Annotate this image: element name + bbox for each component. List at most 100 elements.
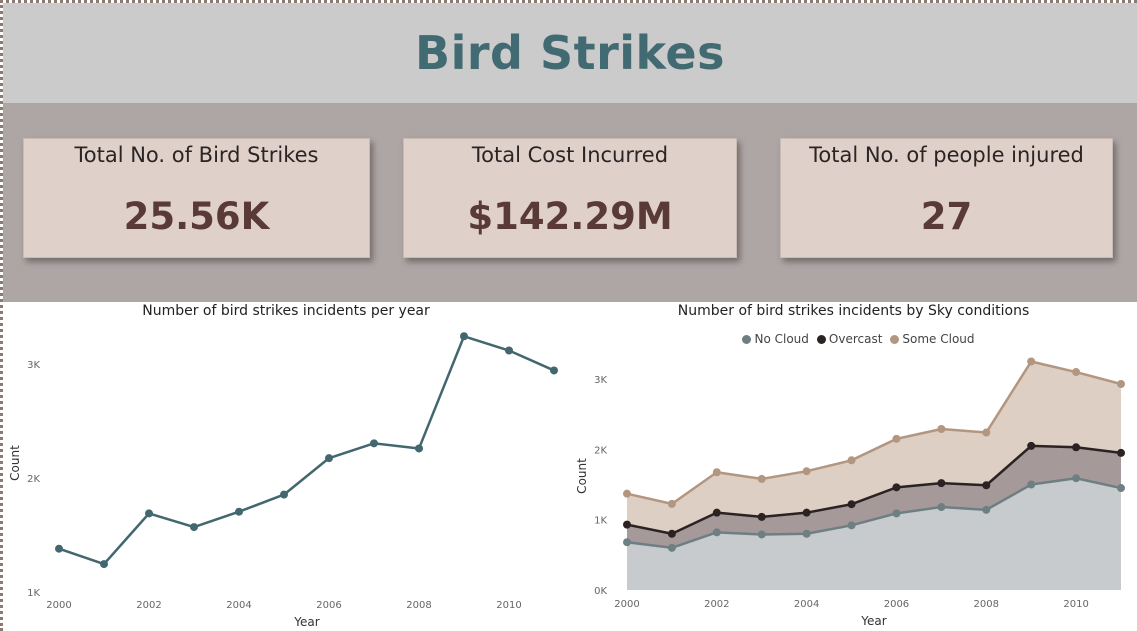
line-chart[interactable]: 1K 2K 3K 2000 2002 2004 2006 2008 2010 Year Count [0,320,575,631]
area-chart[interactable]: 0K 1K 2K 3K 2000 2002 2004 2006 2008 2010 Year Coun… [575,350,1137,631]
x-tick-label: 2008 [406,600,431,611]
data-point [712,528,721,537]
x-tick-label: 2004 [794,599,819,610]
data-point [892,509,901,518]
kpi-card-people-injured[interactable]: Total No. of people injured 27 [780,138,1113,258]
data-point [667,543,676,552]
data-point [505,346,513,355]
y-axis-label: Count [8,445,22,481]
y-tick-label: 2K [594,445,607,456]
data-point [847,521,856,530]
data-point [712,468,721,477]
y-tick-label: 0K [594,586,607,597]
kpi-card-total-cost[interactable]: Total Cost Incurred $142.29M [403,138,737,258]
area-no-cloud [627,478,1121,590]
data-point [802,529,811,538]
legend-item-overcast[interactable]: Overcast [816,332,883,346]
data-point [1072,474,1081,483]
legend-dot [742,334,752,344]
legend-item-no-cloud[interactable]: No Cloud [742,332,809,346]
x-tick-label: 2010 [1063,599,1088,610]
legend-label: No Cloud [754,332,809,346]
data-point [712,508,721,517]
data-point [937,503,946,512]
data-point [280,490,288,499]
x-tick-label: 2008 [974,599,999,610]
x-tick-label: 2004 [226,600,251,611]
kpi-label: Total No. of people injured [809,143,1084,167]
data-point [802,467,811,476]
data-point [1027,480,1036,489]
data-point [667,499,676,508]
data-point [623,538,631,547]
line-some-cloud [626,360,1122,506]
area-chart-title: Number of bird strikes incidents by Sky … [677,303,1030,319]
data-point [55,544,63,553]
y-tick-label: 1K [27,588,40,599]
data-point [757,530,766,539]
header-banner: Bird Strikes [3,3,1137,103]
data-point [550,366,558,375]
data-point [235,507,243,516]
data-point [415,444,423,453]
legend-dot [890,334,900,344]
data-point [460,332,468,341]
data-point [847,500,856,509]
data-point [190,523,198,532]
data-point [892,434,901,443]
data-point [982,505,991,514]
data-point [1117,484,1125,493]
y-tick-label: 3K [27,360,40,371]
kpi-value: 27 [920,195,973,238]
kpi-label: Total No. of Bird Strikes [74,143,319,167]
x-tick-label: 2010 [496,600,521,611]
y-axis-label: Count [575,458,589,494]
x-tick-label: 2002 [704,599,729,610]
y-tick-label: 1K [594,516,607,527]
x-tick-label: 2000 [614,599,639,610]
data-point [982,428,991,437]
legend-item-some-cloud[interactable]: Some Cloud [890,332,975,346]
data-point [1027,441,1036,450]
x-tick-label: 2006 [316,600,341,611]
page-title: Bird Strikes [415,26,725,80]
data-point [1117,380,1125,389]
data-point [982,481,991,490]
data-point [892,483,901,492]
data-point [1072,443,1081,452]
line-chart-title: Number of bird strikes incidents per yea… [142,303,430,319]
data-point [757,474,766,483]
data-point [1027,357,1036,366]
x-axis-label: Year [860,614,886,628]
legend-label: Overcast [828,332,883,346]
area-chart-legend: No Cloud Overcast Some Cloud [580,332,1137,346]
data-point [1072,368,1081,377]
x-tick-label: 2000 [46,600,71,611]
data-point [623,489,631,498]
kpi-value: $142.29M [467,195,673,238]
data-point [623,520,631,529]
x-tick-label: 2002 [136,600,161,611]
data-point [100,560,108,569]
x-axis-label: Year [293,615,319,629]
legend-label: Some Cloud [902,332,975,346]
data-point [757,512,766,521]
kpi-value: 25.56K [123,195,270,238]
data-point [325,454,333,463]
data-point [847,456,856,465]
kpi-band: Total No. of Bird Strikes 25.56K Total C… [3,103,1137,302]
data-point [802,508,811,517]
y-tick-label: 3K [594,375,607,386]
area-some-cloud [627,361,1121,534]
data-point [145,509,153,518]
line-no-cloud [626,476,1122,550]
legend-dot [816,334,826,344]
data-point [1117,448,1125,457]
kpi-label: Total Cost Incurred [471,143,669,167]
data-point [370,439,378,448]
kpi-card-bird-strikes[interactable]: Total No. of Bird Strikes 25.56K [23,138,370,258]
y-tick-label: 2K [27,474,40,485]
x-tick-label: 2006 [884,599,909,610]
data-point [937,425,946,434]
series-line [58,335,555,566]
